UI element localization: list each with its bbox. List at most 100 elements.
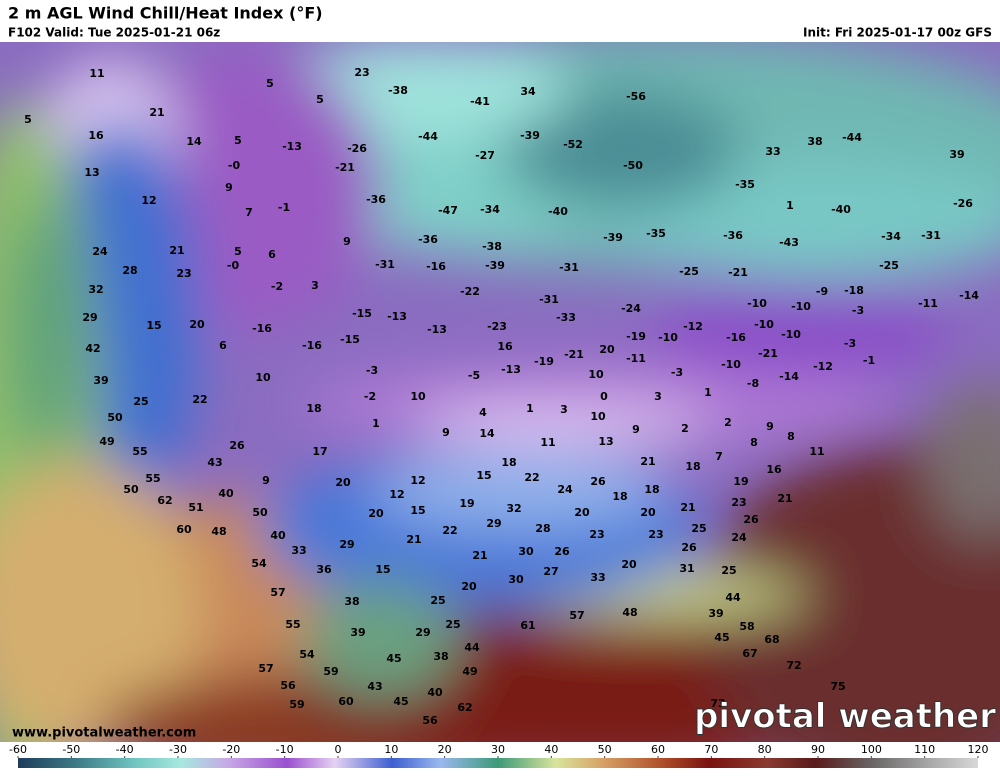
colorbar-tick-label: 80: [758, 743, 772, 756]
station-value: 18: [644, 483, 659, 496]
station-value: -31: [921, 229, 941, 242]
station-value: 38: [344, 595, 359, 608]
colorbar-tick-label: 30: [491, 743, 505, 756]
station-value: 26: [743, 513, 759, 526]
station-value: 73: [710, 697, 725, 710]
colorbar-tick-label: 50: [598, 743, 612, 756]
station-value: 40: [427, 686, 443, 699]
station-value: -12: [813, 360, 833, 373]
station-value: 11: [89, 67, 104, 80]
station-value: 62: [157, 494, 172, 507]
station-value: 55: [285, 618, 300, 631]
station-value: -40: [831, 203, 851, 216]
station-value: -25: [679, 265, 699, 278]
station-value: 20: [599, 343, 615, 356]
station-value: 28: [122, 264, 137, 277]
station-value: -25: [879, 259, 899, 272]
station-value: -16: [426, 260, 446, 273]
station-value: -31: [375, 258, 395, 271]
station-value: -5: [468, 369, 480, 382]
station-value: -26: [953, 197, 973, 210]
station-value: 18: [306, 402, 321, 415]
station-value: 4: [479, 406, 487, 419]
station-value: 9: [766, 420, 774, 433]
station-value: 55: [145, 472, 160, 485]
station-value: -12: [683, 320, 703, 333]
valid-time: F102 Valid: Tue 2025-01-21 06z: [8, 26, 220, 40]
colorbar-tick-label: -10: [276, 743, 294, 756]
station-value: -2: [271, 280, 283, 293]
station-value: 14: [479, 427, 495, 440]
station-value: 39: [350, 626, 365, 639]
station-value: 54: [299, 648, 315, 661]
station-value: 24: [731, 531, 747, 544]
station-value: 7: [245, 206, 253, 219]
station-value: -38: [482, 240, 502, 253]
title: 2 m AGL Wind Chill/Heat Index (°F): [8, 4, 323, 23]
station-value: 21: [777, 492, 792, 505]
station-value: 26: [681, 541, 697, 554]
station-value: 50: [123, 483, 139, 496]
station-value: -15: [340, 333, 360, 346]
station-value: 5: [234, 134, 242, 147]
station-value: 11: [540, 436, 555, 449]
station-value: 59: [289, 698, 304, 711]
station-value: 6: [219, 339, 227, 352]
station-value: 60: [338, 695, 354, 708]
station-value: 0: [600, 390, 608, 403]
station-value: 12: [141, 194, 156, 207]
station-value: 45: [386, 652, 401, 665]
station-value: 29: [339, 538, 354, 551]
station-value: 11: [809, 445, 824, 458]
station-value: -9: [816, 285, 828, 298]
station-value: -0: [228, 159, 241, 172]
station-value: -31: [559, 261, 579, 274]
station-value: 31: [679, 562, 694, 575]
station-value: 72: [786, 659, 801, 672]
station-value: -11: [918, 297, 938, 310]
station-value: 21: [472, 549, 487, 562]
station-value: 25: [133, 395, 148, 408]
station-value: 39: [708, 607, 723, 620]
colorbar-tick-label: -60: [9, 743, 27, 756]
station-value: 44: [464, 641, 480, 654]
station-value: 3: [560, 403, 568, 416]
station-value: 13: [84, 166, 99, 179]
station-value: 26: [554, 545, 570, 558]
station-value: 22: [524, 471, 539, 484]
station-value: -13: [282, 140, 302, 153]
station-value: -13: [501, 363, 521, 376]
station-value: 9: [225, 181, 233, 194]
station-value: 20: [189, 318, 205, 331]
station-value: 50: [252, 506, 268, 519]
station-value: -21: [335, 161, 355, 174]
colorbar-tick-label: 60: [651, 743, 665, 756]
station-value: 60: [176, 523, 192, 536]
station-value: 20: [335, 476, 351, 489]
station-value: 57: [270, 586, 285, 599]
station-value: -39: [603, 231, 623, 244]
map-field: [0, 42, 1000, 742]
station-value: 61: [520, 619, 535, 632]
station-value: -44: [842, 131, 862, 144]
station-value: -33: [556, 311, 576, 324]
station-value: -16: [252, 322, 272, 335]
station-value: -56: [626, 90, 646, 103]
station-value: 43: [367, 680, 382, 693]
station-value: 27: [543, 565, 558, 578]
station-value: 22: [442, 524, 457, 537]
station-value: 19: [459, 497, 474, 510]
station-value: 56: [422, 714, 438, 727]
station-value: -21: [728, 266, 748, 279]
station-value: -44: [418, 130, 438, 143]
station-value: 19: [733, 475, 748, 488]
station-value: 48: [622, 606, 637, 619]
station-value: -13: [387, 310, 407, 323]
station-value: -21: [564, 348, 584, 361]
station-value: 49: [99, 435, 114, 448]
station-value: 62: [457, 701, 472, 714]
station-value: 1: [372, 417, 380, 430]
station-value: 50: [107, 411, 123, 424]
station-value: 17: [312, 445, 327, 458]
station-value: 29: [486, 517, 501, 530]
